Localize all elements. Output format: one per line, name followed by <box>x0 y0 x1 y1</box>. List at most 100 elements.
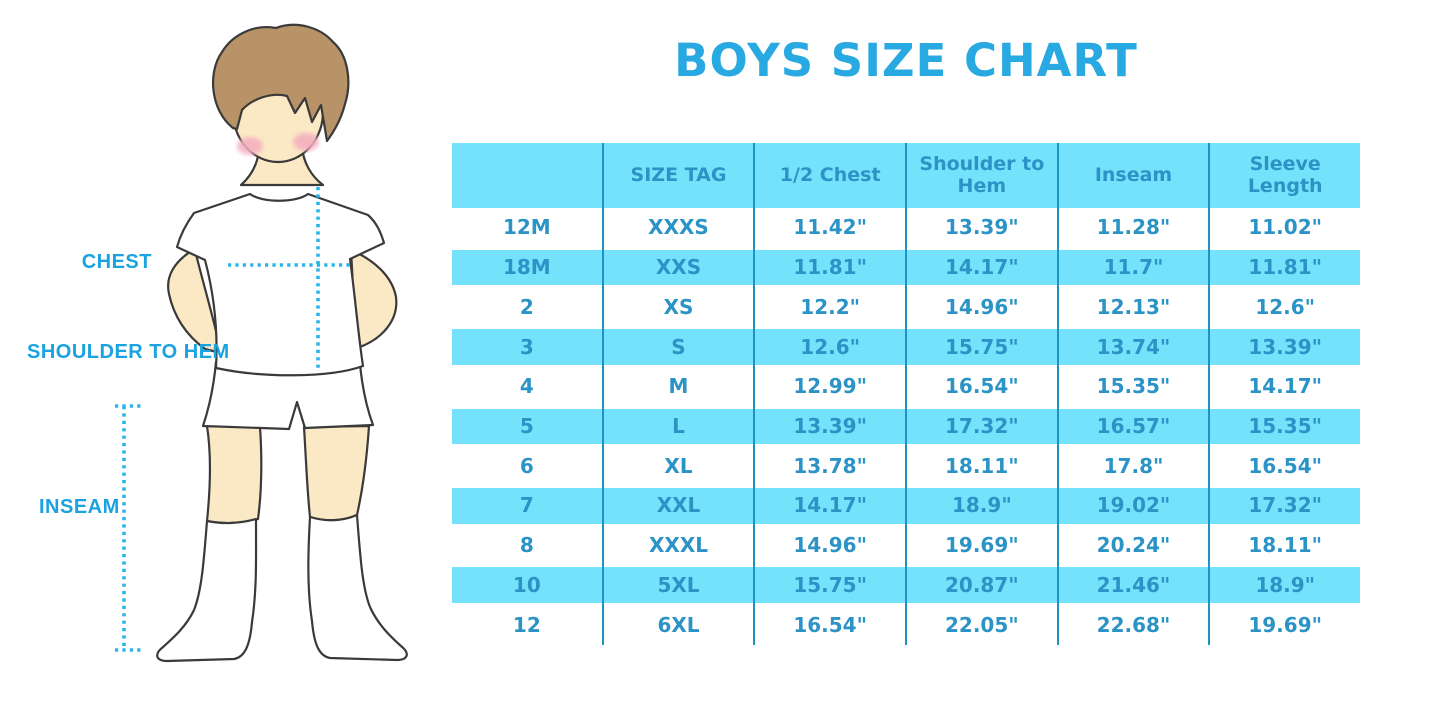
inseam-cell: 13.74" <box>1059 327 1211 367</box>
sleeve-length-cell: 11.02" <box>1248 215 1323 240</box>
size-cell: 7 <box>452 486 604 526</box>
size-tag-cell: XS <box>604 287 756 328</box>
half-chest-cell: 12.6" <box>755 327 908 367</box>
size-tag-cell: M <box>604 366 756 407</box>
inseam-cell: 21.46" <box>1059 565 1211 606</box>
sleeve-length-cell: 13.39" <box>1248 334 1323 359</box>
chest-label: CHEST <box>81 251 152 273</box>
boy-hair <box>211 23 350 143</box>
table-row: 18M XXS 11.81" 14.17" 11.7" 11.81" <box>452 247 1360 288</box>
inseam-cell: 11.28" <box>1059 208 1211 248</box>
size-cell: 6 <box>452 446 604 487</box>
size-chart-table: SIZE TAG 1/2 Chest Shoulder to Hem Insea… <box>452 143 1360 645</box>
col-header-shoulder-to-hem: Shoulder to Hem <box>907 143 1059 208</box>
table-row: 8 XXXL 14.96" 19.69" 20.24" 18.11" <box>452 525 1360 566</box>
boy-left-sock <box>156 517 258 663</box>
shoulder-to-hem-cell: 22.05" <box>907 605 1059 645</box>
size-tag-cell: XXS <box>604 247 756 288</box>
sleeve-length-cell: 15.35" <box>1248 413 1323 438</box>
size-tag-cell: S <box>604 327 756 367</box>
table-header-row: SIZE TAG 1/2 Chest Shoulder to Hem Insea… <box>452 143 1360 208</box>
half-chest-cell: 14.17" <box>755 486 908 526</box>
half-chest-cell: 11.42" <box>755 208 908 248</box>
inseam-cell: 16.57" <box>1059 406 1211 447</box>
size-tag-cell: 6XL <box>604 605 756 645</box>
table-row: 7 XXL 14.17" 18.9" 19.02" 17.32" <box>452 486 1360 526</box>
size-cell: 12 <box>452 605 604 645</box>
col-header-size-tag: SIZE TAG <box>604 143 756 208</box>
sleeve-length-cell: 18.11" <box>1248 533 1323 558</box>
half-chest-cell: 15.75" <box>755 565 908 606</box>
size-cell: 4 <box>452 366 604 407</box>
shoulder-to-hem-cell: 13.39" <box>907 208 1059 248</box>
sleeve-length-cell: 16.54" <box>1248 453 1323 478</box>
col-header-inseam: Inseam <box>1059 143 1211 208</box>
inseam-label: INSEAM <box>39 496 120 518</box>
inseam-cell: 17.8" <box>1059 446 1211 487</box>
sleeve-length-cell: 18.9" <box>1255 572 1316 597</box>
boy-left-leg <box>205 424 263 525</box>
table-row: 12M XXXS 11.42" 13.39" 11.28" 11.02" <box>452 208 1360 248</box>
sleeve-length-cell: 14.17" <box>1248 374 1323 399</box>
boy-right-cheek-blush <box>293 133 319 151</box>
size-tag-cell: 5XL <box>604 565 756 606</box>
half-chest-cell: 11.81" <box>755 247 908 288</box>
inseam-cell: 12.13" <box>1059 287 1211 328</box>
inseam-cell: 22.68" <box>1059 605 1211 645</box>
shoulder-to-hem-cell: 19.69" <box>907 525 1059 566</box>
col-header-sleeve-length: Sleeve Length <box>1247 152 1323 197</box>
boy-right-sock <box>307 513 408 662</box>
table-row: 5 L 13.39" 17.32" 16.57" 15.35" <box>452 406 1360 447</box>
size-tag-cell: L <box>604 406 756 447</box>
shoulder-to-hem-cell: 15.75" <box>907 327 1059 367</box>
table-row: 10 5XL 15.75" 20.87" 21.46" 18.9" <box>452 565 1360 606</box>
table-row: 12 6XL 16.54" 22.05" 22.68" 19.69" <box>452 605 1360 645</box>
size-tag-cell: XL <box>604 446 756 487</box>
sleeve-length-cell: 12.6" <box>1255 294 1316 319</box>
sleeve-length-cell: 11.81" <box>1248 255 1323 280</box>
sleeve-length-cell: 17.32" <box>1248 493 1323 518</box>
size-cell: 2 <box>452 287 604 328</box>
inseam-cell: 19.02" <box>1059 486 1211 526</box>
half-chest-cell: 12.2" <box>755 287 908 328</box>
boy-left-cheek-blush <box>237 137 263 155</box>
size-tag-cell: XXXS <box>604 208 756 248</box>
table-row: 4 M 12.99" 16.54" 15.35" 14.17" <box>452 366 1360 407</box>
inseam-cell: 11.7" <box>1059 247 1211 288</box>
half-chest-cell: 16.54" <box>755 605 908 645</box>
col-header-half-chest: 1/2 Chest <box>755 143 908 208</box>
size-cell: 8 <box>452 525 604 566</box>
size-tag-cell: XXXL <box>604 525 756 566</box>
shoulder-to-hem-cell: 14.96" <box>907 287 1059 328</box>
page-title: BOYS SIZE CHART <box>674 34 1138 87</box>
boy-shirt <box>175 192 386 377</box>
size-cell: 5 <box>452 406 604 447</box>
table-row: 6 XL 13.78" 18.11" 17.8" 16.54" <box>452 446 1360 487</box>
size-cell: 18M <box>452 247 604 288</box>
shoulder-to-hem-cell: 20.87" <box>907 565 1059 606</box>
boy-right-leg <box>302 424 371 522</box>
shoulder-to-hem-cell: 16.54" <box>907 366 1059 407</box>
half-chest-cell: 13.78" <box>755 446 908 487</box>
half-chest-cell: 13.39" <box>755 406 908 447</box>
half-chest-cell: 12.99" <box>755 366 908 407</box>
size-cell: 3 <box>452 327 604 367</box>
inseam-cell: 20.24" <box>1059 525 1211 566</box>
size-cell: 10 <box>452 565 604 606</box>
shoulder-to-hem-cell: 14.17" <box>907 247 1059 288</box>
size-tag-cell: XXL <box>604 486 756 526</box>
size-cell: 12M <box>452 208 604 248</box>
half-chest-cell: 14.96" <box>755 525 908 566</box>
sleeve-length-cell: 19.69" <box>1248 612 1323 637</box>
col-header-blank <box>452 143 604 208</box>
boy-left-arm <box>167 248 223 355</box>
boy-illustration <box>115 23 408 663</box>
shoulder-to-hem-label: SHOULDER TO HEM <box>27 341 230 363</box>
shoulder-to-hem-cell: 18.11" <box>907 446 1059 487</box>
shoulder-to-hem-cell: 17.32" <box>907 406 1059 447</box>
shoulder-to-hem-cell: 18.9" <box>907 486 1059 526</box>
inseam-cell: 15.35" <box>1059 366 1211 407</box>
table-row: 3 S 12.6" 15.75" 13.74" 13.39" <box>452 327 1360 367</box>
table-row: 2 XS 12.2" 14.96" 12.13" 12.6" <box>452 287 1360 328</box>
